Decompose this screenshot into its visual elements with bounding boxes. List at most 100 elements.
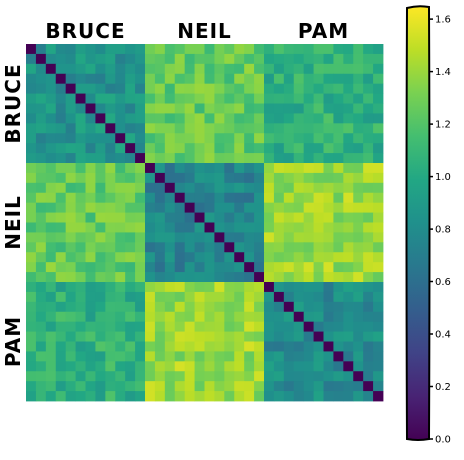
heatmap-cell <box>214 311 225 323</box>
heatmap-cell <box>154 282 166 293</box>
heatmap-cell <box>35 153 47 164</box>
heatmap-cell <box>55 153 67 164</box>
heatmap-cell <box>65 44 76 55</box>
heatmap-cell <box>65 311 76 323</box>
heatmap-cell <box>293 182 305 194</box>
heatmap-cell <box>373 282 384 293</box>
heatmap-cell <box>303 103 314 114</box>
heatmap-cell <box>194 371 205 382</box>
heatmap-cell <box>55 44 67 55</box>
heatmap-cell <box>323 291 334 303</box>
heatmap-cell <box>125 391 136 402</box>
heatmap-cell <box>154 371 166 382</box>
heatmap-cell <box>26 331 37 342</box>
heatmap-cell <box>105 311 116 323</box>
heatmap-cell <box>65 282 76 293</box>
heatmap-cell <box>194 282 205 293</box>
heatmap-cell <box>244 341 255 352</box>
column-group-label: NEIL <box>177 19 232 43</box>
heatmap-cell <box>95 272 106 283</box>
heatmap-cell <box>283 212 295 223</box>
heatmap-cell <box>45 272 57 283</box>
heatmap-cell <box>164 331 176 342</box>
heatmap-cell <box>244 391 255 402</box>
heatmap-cell <box>273 172 285 184</box>
heatmap-cell <box>115 143 126 154</box>
heatmap-cell <box>26 341 37 352</box>
heatmap-cell <box>234 331 245 342</box>
heatmap-cell <box>224 311 235 323</box>
heatmap-cell <box>323 351 334 362</box>
heatmap-cell <box>26 163 37 174</box>
heatmap-cell <box>95 53 106 65</box>
heatmap-cell <box>244 282 255 293</box>
heatmap-cell <box>154 232 166 243</box>
heatmap-cell <box>135 282 146 293</box>
heatmap-cell <box>135 63 146 75</box>
heatmap-cell <box>333 93 344 104</box>
heatmap-cell <box>125 153 136 164</box>
heatmap-cell <box>373 202 384 213</box>
colorbar-tick-label: 0.4 <box>435 330 451 341</box>
heatmap-cell <box>273 361 285 372</box>
heatmap-cell <box>135 301 146 313</box>
heatmap-cell <box>75 182 86 194</box>
heatmap-cell <box>55 53 67 65</box>
heatmap-cell <box>65 232 76 243</box>
heatmap-cell <box>333 163 344 174</box>
heatmap-cell <box>373 252 384 263</box>
heatmap-cell <box>154 83 166 94</box>
heatmap-cell <box>184 143 195 154</box>
heatmap-cell <box>95 93 106 104</box>
heatmap-cell <box>323 172 334 184</box>
heatmap-cell <box>85 83 96 94</box>
heatmap-cell <box>194 113 205 124</box>
heatmap-cell <box>135 192 146 204</box>
heatmap-cell <box>244 113 255 124</box>
heatmap-cell <box>283 282 295 293</box>
heatmap-cell <box>343 192 354 204</box>
heatmap-cell <box>283 103 295 114</box>
heatmap-cell <box>145 351 156 362</box>
heatmap-cell <box>343 272 354 283</box>
heatmap-cell <box>323 163 334 174</box>
row-group-label: PAM <box>1 316 25 367</box>
heatmap-cell <box>164 53 176 65</box>
heatmap-cell <box>343 93 354 104</box>
heatmap-cell <box>353 44 364 55</box>
heatmap-cell <box>65 371 76 382</box>
heatmap-cell <box>244 103 255 114</box>
heatmap-cell <box>273 262 285 273</box>
heatmap-cell <box>85 321 96 332</box>
heatmap-cell <box>254 182 265 194</box>
heatmap-cell <box>234 301 245 313</box>
heatmap-cell <box>26 133 37 144</box>
heatmap-cell <box>353 222 364 233</box>
heatmap-cell <box>204 291 215 303</box>
heatmap-cell <box>75 252 86 263</box>
heatmap-cell <box>264 341 275 352</box>
heatmap-cell <box>45 252 57 263</box>
heatmap-cell <box>164 143 176 154</box>
heatmap-cell <box>135 371 146 382</box>
heatmap-cell <box>214 143 225 154</box>
heatmap-cell <box>125 262 136 273</box>
heatmap-cell <box>115 83 126 94</box>
heatmap-cell <box>264 311 275 323</box>
heatmap-cell <box>363 341 374 352</box>
heatmap-cell <box>55 93 67 104</box>
heatmap-cell <box>95 301 106 313</box>
heatmap-cell <box>264 192 275 204</box>
heatmap-cell <box>105 202 116 213</box>
heatmap-cell <box>115 123 126 134</box>
heatmap-cell <box>135 73 146 85</box>
heatmap-cell <box>164 44 176 55</box>
heatmap-cell <box>244 361 255 372</box>
heatmap-cell <box>254 331 265 342</box>
heatmap-cell <box>254 311 265 323</box>
heatmap-cell <box>35 93 47 104</box>
heatmap-cell <box>75 113 86 124</box>
heatmap-cell <box>353 113 364 124</box>
heatmap-cell <box>333 44 344 55</box>
heatmap-cell <box>174 202 186 213</box>
